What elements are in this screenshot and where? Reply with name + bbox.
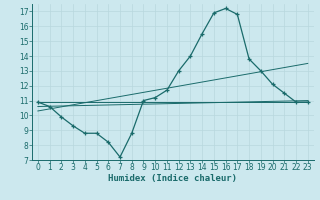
X-axis label: Humidex (Indice chaleur): Humidex (Indice chaleur): [108, 174, 237, 183]
